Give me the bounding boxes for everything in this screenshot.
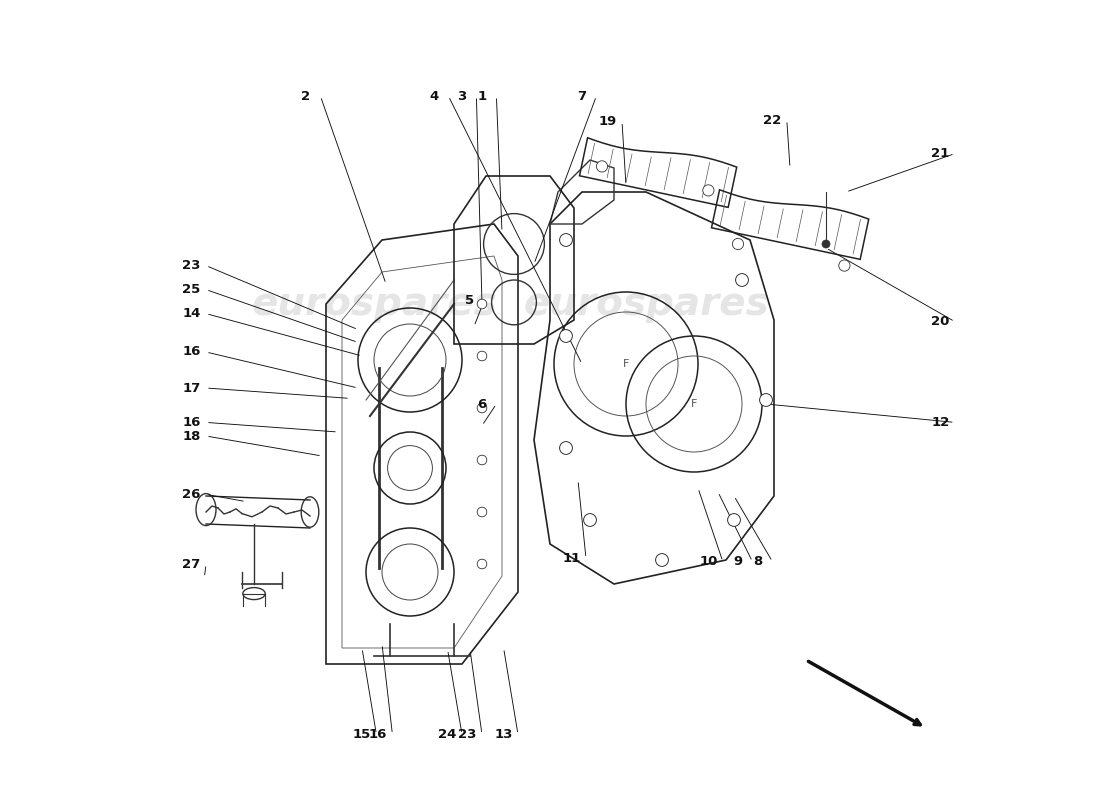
Text: 24: 24 <box>439 728 456 741</box>
Circle shape <box>560 234 572 246</box>
Text: 5: 5 <box>465 294 474 306</box>
Text: 19: 19 <box>598 115 617 128</box>
Circle shape <box>477 455 487 465</box>
Text: 11: 11 <box>562 552 581 565</box>
Text: 27: 27 <box>183 558 200 570</box>
Circle shape <box>656 554 669 566</box>
Text: 25: 25 <box>183 283 200 296</box>
Text: 22: 22 <box>763 114 781 126</box>
Circle shape <box>596 161 607 172</box>
Text: F: F <box>623 359 629 369</box>
Text: 16: 16 <box>183 416 201 429</box>
Circle shape <box>727 514 740 526</box>
Circle shape <box>477 559 487 569</box>
Circle shape <box>560 330 572 342</box>
Text: 16: 16 <box>368 728 387 741</box>
Text: 8: 8 <box>754 555 762 568</box>
Circle shape <box>839 260 850 271</box>
Text: 26: 26 <box>183 488 201 501</box>
Circle shape <box>733 238 744 250</box>
Text: 16: 16 <box>183 346 201 358</box>
Circle shape <box>760 394 772 406</box>
Circle shape <box>477 403 487 413</box>
Text: 14: 14 <box>183 307 201 320</box>
Text: 2: 2 <box>301 90 310 102</box>
Circle shape <box>703 185 714 196</box>
Text: eurospares: eurospares <box>251 285 497 323</box>
Text: 12: 12 <box>932 416 949 429</box>
Text: eurospares: eurospares <box>524 285 769 323</box>
Text: 23: 23 <box>183 259 201 272</box>
Circle shape <box>477 299 487 309</box>
Text: 4: 4 <box>429 90 439 102</box>
Text: 6: 6 <box>477 398 486 410</box>
Text: 1: 1 <box>477 90 486 102</box>
Text: 21: 21 <box>932 147 949 160</box>
Text: 20: 20 <box>932 315 949 328</box>
Circle shape <box>560 442 572 454</box>
Text: 3: 3 <box>458 90 466 102</box>
Circle shape <box>736 274 748 286</box>
Text: 17: 17 <box>183 382 200 394</box>
Text: 13: 13 <box>494 728 513 741</box>
Circle shape <box>477 351 487 361</box>
Text: 15: 15 <box>353 728 371 741</box>
Text: 23: 23 <box>459 728 476 741</box>
Text: 9: 9 <box>734 555 742 568</box>
Text: 18: 18 <box>183 430 201 442</box>
Text: 10: 10 <box>700 555 717 568</box>
Text: F: F <box>691 399 697 409</box>
Circle shape <box>584 514 596 526</box>
Circle shape <box>822 240 830 248</box>
Text: 7: 7 <box>578 90 586 102</box>
Circle shape <box>477 507 487 517</box>
